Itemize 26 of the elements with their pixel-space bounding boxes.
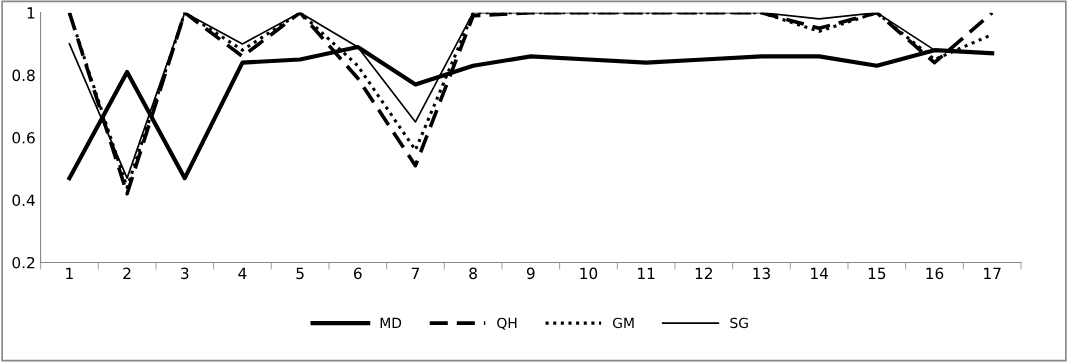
legend-label: MD	[380, 317, 402, 328]
y-tick-label: 0.6	[12, 132, 35, 144]
legend-label: QH	[497, 317, 517, 330]
x-tick-label: 12	[695, 267, 712, 279]
x-tick-label: 10	[580, 267, 598, 280]
x-tick-label: 16	[926, 267, 944, 280]
x-tick-label: 2	[123, 267, 131, 279]
x-tick-label: 14	[811, 267, 829, 279]
x-tick-label: 6	[353, 267, 362, 280]
x-tick-label: 7	[411, 267, 420, 279]
y-tick-label: 0.4	[12, 194, 35, 207]
y-tick-label: 0.2	[12, 256, 35, 269]
x-tick-label: 17	[984, 267, 1001, 279]
x-tick-label: 11	[638, 267, 655, 279]
x-tick-label: 5	[296, 267, 304, 280]
legend-label: SG	[730, 317, 748, 329]
x-tick-label: 9	[526, 267, 535, 280]
x-tick-label: 13	[753, 267, 770, 280]
x-tick-label: 3	[181, 267, 189, 280]
x-tick-label: 4	[238, 267, 247, 279]
y-tick-label: 1	[27, 7, 35, 19]
x-tick-label: 15	[868, 267, 886, 280]
legend-label: GM	[613, 317, 634, 329]
x-tick-label: 1	[66, 267, 73, 279]
x-tick-label: 8	[469, 267, 477, 280]
y-tick-label: 0.8	[12, 69, 35, 82]
